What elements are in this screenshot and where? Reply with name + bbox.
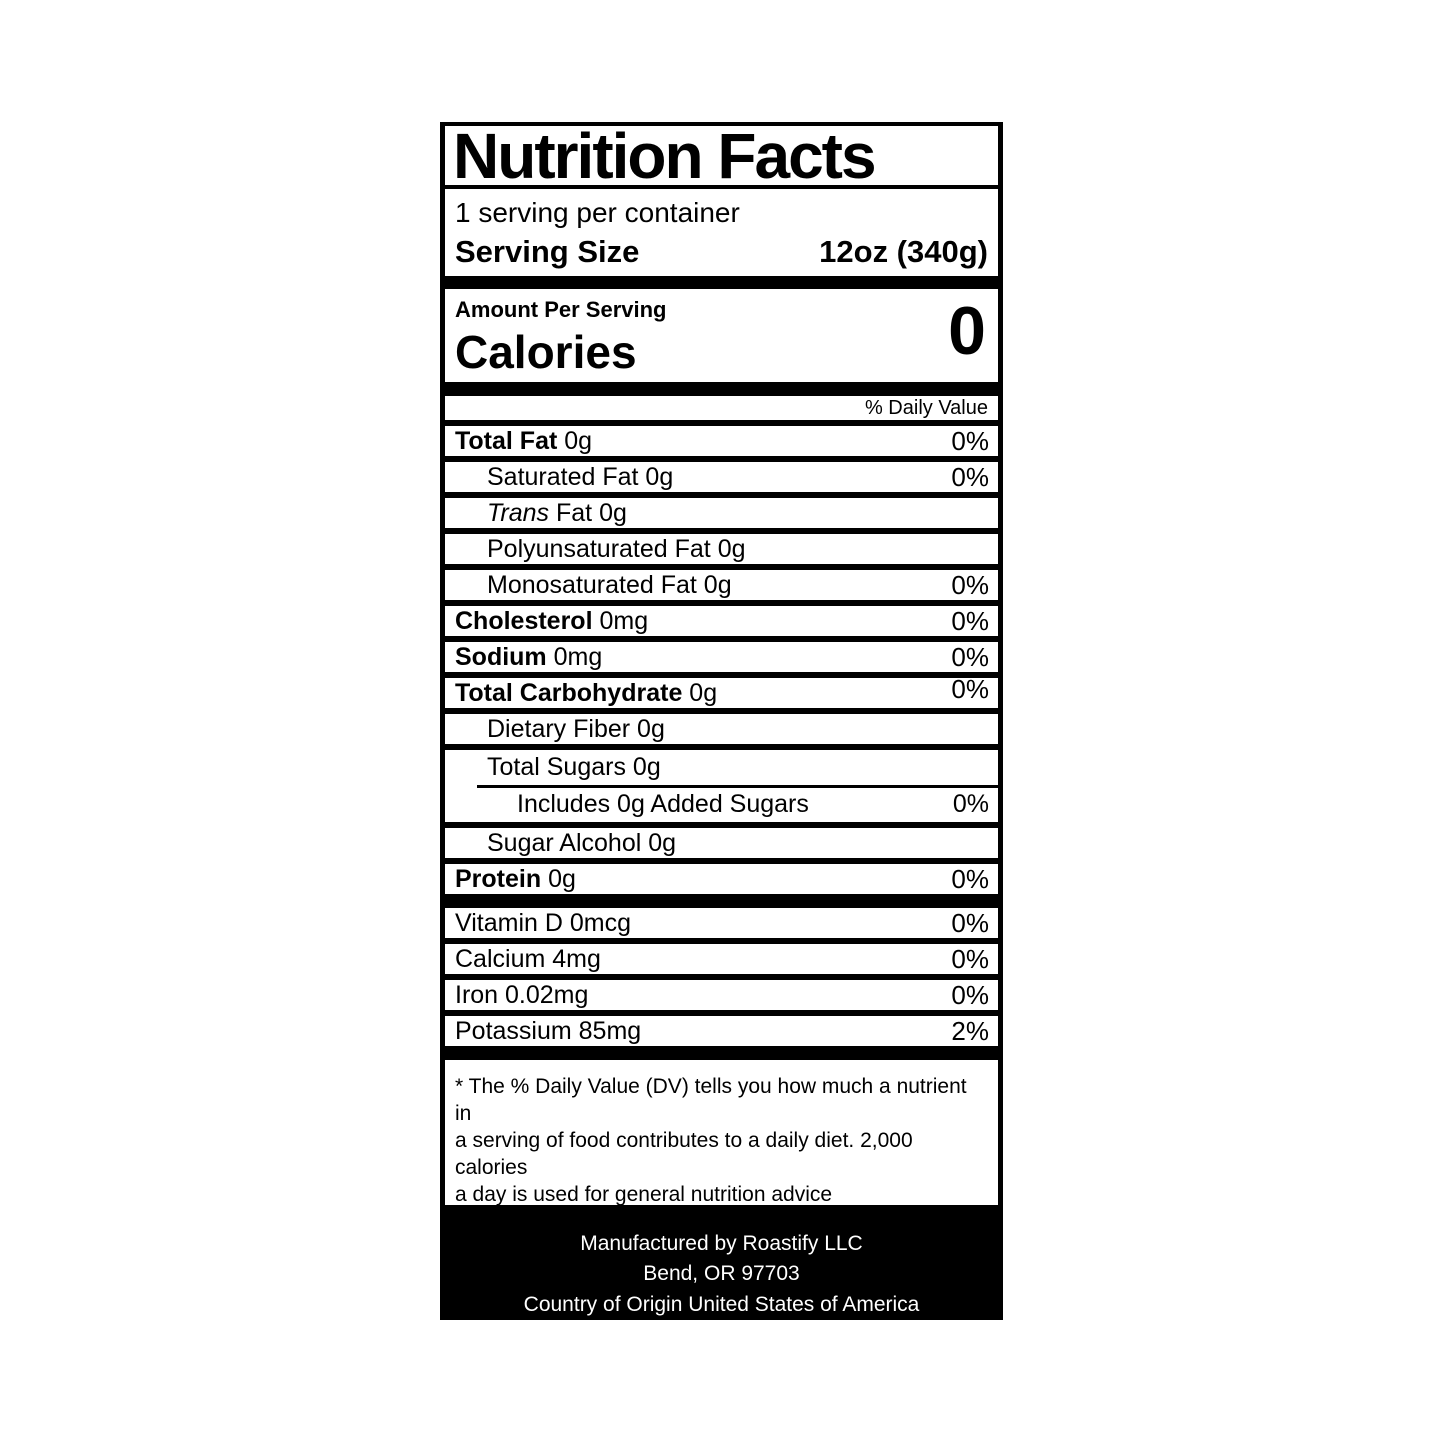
nutrient-row: Sodium 0mg 0% bbox=[445, 641, 998, 673]
serving-section: 1 serving per container Serving Size 12o… bbox=[445, 189, 998, 276]
manufacturer-footer: Manufactured by Roastify LLC Bend, OR 97… bbox=[523, 1231, 920, 1316]
nutrient-row: Cholesterol 0mg 0% bbox=[445, 605, 998, 637]
nutrient-name: Sodium 0mg bbox=[455, 642, 603, 671]
serving-size-line: Serving Size 12oz (340g) bbox=[455, 234, 988, 270]
nutrient-name: Protein 0g bbox=[455, 864, 576, 893]
nutrient-row: Total Sugars 0g bbox=[445, 750, 998, 785]
nutrient-row: Vitamin D 0mcg 0% bbox=[445, 907, 998, 939]
nutrient-row: Saturated Fat 0g 0% bbox=[445, 461, 998, 493]
nutrient-name: Total Carbohydrate 0g bbox=[455, 678, 718, 707]
daily-value: 0% bbox=[951, 461, 989, 492]
nutrient-row: Protein 0g 0% bbox=[445, 863, 998, 895]
daily-value: 0% bbox=[951, 943, 989, 974]
title-box: Nutrition Facts bbox=[445, 126, 998, 186]
daily-value: 0% bbox=[951, 605, 989, 636]
nutrient-row: Monosaturated Fat 0g 0% bbox=[445, 569, 998, 601]
daily-value: 0% bbox=[952, 790, 989, 819]
nutrient-name: Total Sugars 0g bbox=[487, 752, 661, 781]
daily-value: 0% bbox=[951, 425, 989, 456]
daily-value-header-row: % Daily Value bbox=[445, 395, 998, 421]
daily-value: 0% bbox=[951, 979, 989, 1010]
nutrient-name: Includes 0g Added Sugars bbox=[517, 790, 809, 819]
nutrient-name: Potassium 85mg bbox=[455, 1016, 642, 1045]
nutrient-row: Trans Fat 0g bbox=[445, 498, 998, 529]
nutrition-facts-label: Nutrition Facts 1 serving per container … bbox=[440, 122, 1003, 1320]
nutrient-name: Polyunsaturated Fat 0g bbox=[487, 534, 746, 563]
calories-label: Calories bbox=[455, 325, 637, 378]
nutrient-row: Iron 0.02mg 0% bbox=[445, 979, 998, 1011]
nutrient-name: Sugar Alcohol 0g bbox=[487, 828, 677, 857]
nutrient-name: Trans Fat 0g bbox=[487, 498, 627, 527]
nutrient-name: Calcium 4mg bbox=[455, 944, 601, 973]
nutrient-row: Sugar Alcohol 0g bbox=[445, 828, 998, 859]
nutrient-name: Iron 0.02mg bbox=[455, 980, 589, 1009]
group-divider bbox=[477, 784, 998, 788]
label-title: Nutrition Facts bbox=[453, 126, 877, 186]
footnote: * The % Daily Value (DV) tells you how m… bbox=[445, 1060, 998, 1206]
nutrient-row: Includes 0g Added Sugars 0% bbox=[445, 788, 998, 823]
nutrient-group-row: Total Sugars 0g Includes 0g Added Sugars 0… bbox=[445, 750, 998, 823]
nutrient-name: Cholesterol 0mg bbox=[455, 606, 649, 635]
nutrient-name: Monosaturated Fat 0g bbox=[487, 570, 732, 599]
nutrient-name: Saturated Fat 0g bbox=[487, 462, 674, 491]
calories-section: Amount Per Serving Calories 0 bbox=[445, 288, 998, 382]
daily-value: 0% bbox=[951, 569, 989, 600]
nutrient-name: Vitamin D 0mcg bbox=[455, 908, 631, 937]
daily-value: 0% bbox=[951, 907, 989, 938]
nutrient-rows: Total Fat 0g 0% Saturated Fat 0g 0% Trans Fa… bbox=[445, 426, 998, 1060]
daily-value-header: % Daily Value bbox=[864, 396, 988, 419]
nutrient-row: Polyunsaturated Fat 0g bbox=[445, 534, 998, 565]
daily-value: 0% bbox=[951, 674, 989, 705]
serving-size-label: Serving Size bbox=[455, 233, 640, 269]
nutrient-name: Dietary Fiber 0g bbox=[487, 714, 665, 743]
daily-value: 0% bbox=[951, 863, 989, 894]
calories-value: 0 bbox=[948, 292, 986, 369]
daily-value: 0% bbox=[951, 641, 989, 672]
nutrient-name: Total Fat 0g bbox=[455, 426, 593, 455]
nutrient-row: Calcium 4mg 0% bbox=[445, 943, 998, 975]
nutrient-row: Total Carbohydrate 0g 0% bbox=[445, 674, 998, 709]
servings-per-container: 1 serving per container bbox=[455, 197, 740, 229]
amount-per-serving-label: Amount Per Serving bbox=[455, 296, 667, 322]
nutrient-row: Total Fat 0g 0% bbox=[445, 425, 998, 457]
serving-size-value: 12oz (340g) bbox=[819, 233, 988, 269]
nutrient-row: Dietary Fiber 0g bbox=[445, 714, 998, 745]
daily-value: 2% bbox=[951, 1015, 989, 1046]
nutrient-row: Potassium 85mg 2% bbox=[445, 1015, 998, 1047]
